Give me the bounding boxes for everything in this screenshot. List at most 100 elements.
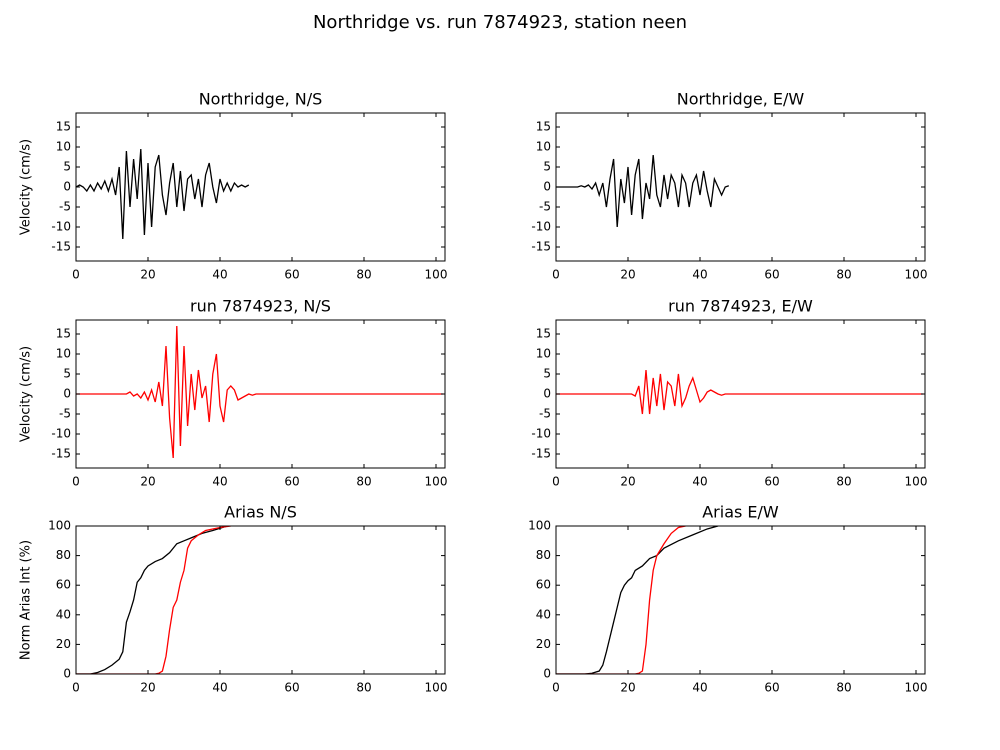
y-tick-label: 0 xyxy=(63,387,71,401)
y-tick-label: 0 xyxy=(543,667,551,681)
x-tick-label: 60 xyxy=(764,475,779,489)
x-tick-label: 60 xyxy=(284,268,299,282)
axes-title: Northridge, E/W xyxy=(677,90,805,109)
x-tick-label: 0 xyxy=(72,681,80,695)
y-tick-label: -15 xyxy=(51,240,71,254)
y-tick-label: 10 xyxy=(536,347,551,361)
y-tick-label: 100 xyxy=(528,519,551,533)
x-tick-label: 80 xyxy=(356,681,371,695)
data-line xyxy=(556,526,719,674)
y-tick-label: 10 xyxy=(56,347,71,361)
x-tick-label: 20 xyxy=(620,681,635,695)
y-tick-label: 80 xyxy=(56,548,71,562)
y-tick-label: -10 xyxy=(51,427,71,441)
x-tick-label: 100 xyxy=(905,681,928,695)
y-axis-label: Norm Arias Int (%) xyxy=(19,540,34,660)
y-tick-label: 60 xyxy=(56,578,71,592)
x-tick-label: 80 xyxy=(836,475,851,489)
x-tick-label: 100 xyxy=(425,475,448,489)
x-tick-label: 0 xyxy=(72,268,80,282)
y-tick-label: 0 xyxy=(543,387,551,401)
x-tick-label: 0 xyxy=(552,268,560,282)
x-tick-label: 40 xyxy=(692,475,707,489)
x-tick-label: 40 xyxy=(212,475,227,489)
x-tick-label: 80 xyxy=(356,475,371,489)
axes-title: Arias N/S xyxy=(224,503,297,522)
x-tick-label: 100 xyxy=(425,268,448,282)
y-tick-label: 20 xyxy=(56,637,71,651)
y-tick-label: 10 xyxy=(56,140,71,154)
y-tick-label: 40 xyxy=(56,607,71,621)
data-line xyxy=(556,526,686,674)
y-tick-label: 80 xyxy=(536,548,551,562)
axes-frame xyxy=(555,525,926,675)
x-tick-label: 20 xyxy=(140,681,155,695)
plot-area xyxy=(556,369,924,415)
x-tick-label: 40 xyxy=(212,268,227,282)
axes-title: run 7874923, N/S xyxy=(190,297,331,316)
y-tick-label: -5 xyxy=(539,407,551,421)
y-tick-label: 10 xyxy=(536,140,551,154)
y-axis-label: Velocity (cm/s) xyxy=(19,346,34,442)
x-tick-label: 60 xyxy=(284,475,299,489)
x-tick-label: 100 xyxy=(905,475,928,489)
y-tick-label: 100 xyxy=(48,519,71,533)
y-tick-label: -5 xyxy=(59,200,71,214)
y-tick-label: 0 xyxy=(63,180,71,194)
x-tick-label: 0 xyxy=(552,681,560,695)
y-tick-label: 5 xyxy=(63,367,71,381)
data-line xyxy=(556,369,924,415)
y-tick-label: 15 xyxy=(536,327,551,341)
data-line xyxy=(76,526,228,674)
data-line xyxy=(76,148,250,240)
x-tick-label: 60 xyxy=(764,681,779,695)
y-tick-label: 15 xyxy=(536,120,551,134)
x-tick-label: 60 xyxy=(764,268,779,282)
y-tick-label: 5 xyxy=(543,367,551,381)
y-tick-label: -10 xyxy=(51,220,71,234)
plot-area xyxy=(76,325,444,459)
x-tick-label: 100 xyxy=(905,268,928,282)
y-tick-label: 40 xyxy=(536,607,551,621)
figure-title: Northridge vs. run 7874923, station neen xyxy=(313,12,687,33)
axes-frame xyxy=(75,525,446,675)
y-tick-label: 5 xyxy=(543,160,551,174)
y-tick-label: 15 xyxy=(56,120,71,134)
x-tick-label: 20 xyxy=(620,268,635,282)
plot-area xyxy=(76,526,231,674)
y-tick-label: -15 xyxy=(51,447,71,461)
y-tick-label: 0 xyxy=(63,667,71,681)
axes-title: Northridge, N/S xyxy=(199,90,323,109)
y-tick-label: 15 xyxy=(56,327,71,341)
y-tick-label: -5 xyxy=(539,200,551,214)
x-tick-label: 20 xyxy=(140,475,155,489)
data-line xyxy=(76,526,231,674)
y-tick-label: -10 xyxy=(531,220,551,234)
data-line xyxy=(556,154,730,228)
x-tick-label: 20 xyxy=(140,268,155,282)
data-line xyxy=(76,325,444,459)
y-tick-label: -10 xyxy=(531,427,551,441)
x-tick-label: 40 xyxy=(212,681,227,695)
x-tick-label: 60 xyxy=(284,681,299,695)
x-tick-label: 100 xyxy=(425,681,448,695)
plot-area xyxy=(556,154,730,228)
x-tick-label: 80 xyxy=(836,268,851,282)
plot-area xyxy=(76,148,250,240)
x-tick-label: 40 xyxy=(692,268,707,282)
x-tick-label: 40 xyxy=(692,681,707,695)
x-tick-label: 20 xyxy=(620,475,635,489)
y-tick-label: -15 xyxy=(531,447,551,461)
y-axis-label: Velocity (cm/s) xyxy=(19,139,34,235)
y-tick-label: -5 xyxy=(59,407,71,421)
axes-title: run 7874923, E/W xyxy=(668,297,813,316)
y-tick-label: 5 xyxy=(63,160,71,174)
plot-area xyxy=(556,526,719,674)
y-tick-label: 60 xyxy=(536,578,551,592)
y-tick-label: 20 xyxy=(536,637,551,651)
axes-title: Arias E/W xyxy=(702,503,779,522)
x-tick-label: 0 xyxy=(72,475,80,489)
